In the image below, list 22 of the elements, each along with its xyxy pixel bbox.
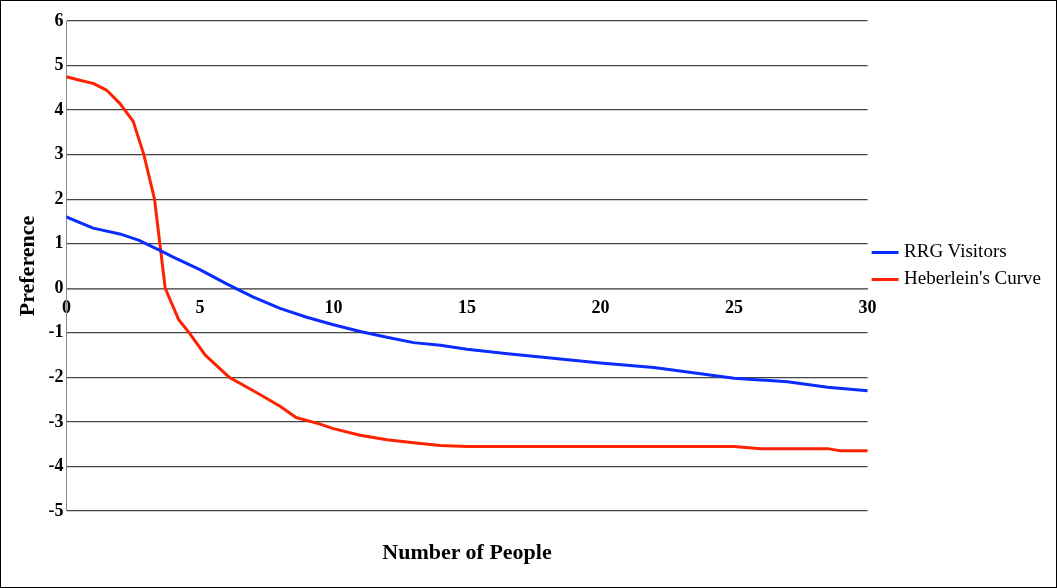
legend-label: Heberlein's Curve bbox=[904, 267, 1041, 289]
y-tick-label: 3 bbox=[54, 143, 64, 164]
y-tick-label: 1 bbox=[54, 232, 64, 253]
y-tick-label: 6 bbox=[54, 9, 64, 30]
y-tick-label: -5 bbox=[48, 499, 64, 520]
x-tick-label: 25 bbox=[725, 296, 744, 317]
x-axis-title: Number of People bbox=[382, 538, 552, 564]
y-tick-label: -4 bbox=[48, 455, 64, 476]
x-tick-label: 30 bbox=[858, 296, 877, 317]
y-tick-label: 2 bbox=[54, 187, 64, 208]
legend-label: RRG Visitors bbox=[904, 240, 1007, 262]
y-tick-label: -1 bbox=[48, 321, 64, 342]
x-tick-label: 15 bbox=[457, 296, 476, 317]
y-tick-label: 0 bbox=[54, 276, 64, 297]
y-axis-title: Preference bbox=[13, 215, 39, 317]
x-tick-label: 5 bbox=[195, 296, 205, 317]
y-tick-label: -3 bbox=[48, 410, 64, 431]
y-tick-label: -2 bbox=[48, 366, 64, 387]
x-tick-label: 20 bbox=[591, 296, 610, 317]
y-tick-label: 5 bbox=[54, 54, 64, 75]
x-tick-label: 10 bbox=[324, 296, 343, 317]
y-tick-label: 4 bbox=[54, 98, 64, 119]
